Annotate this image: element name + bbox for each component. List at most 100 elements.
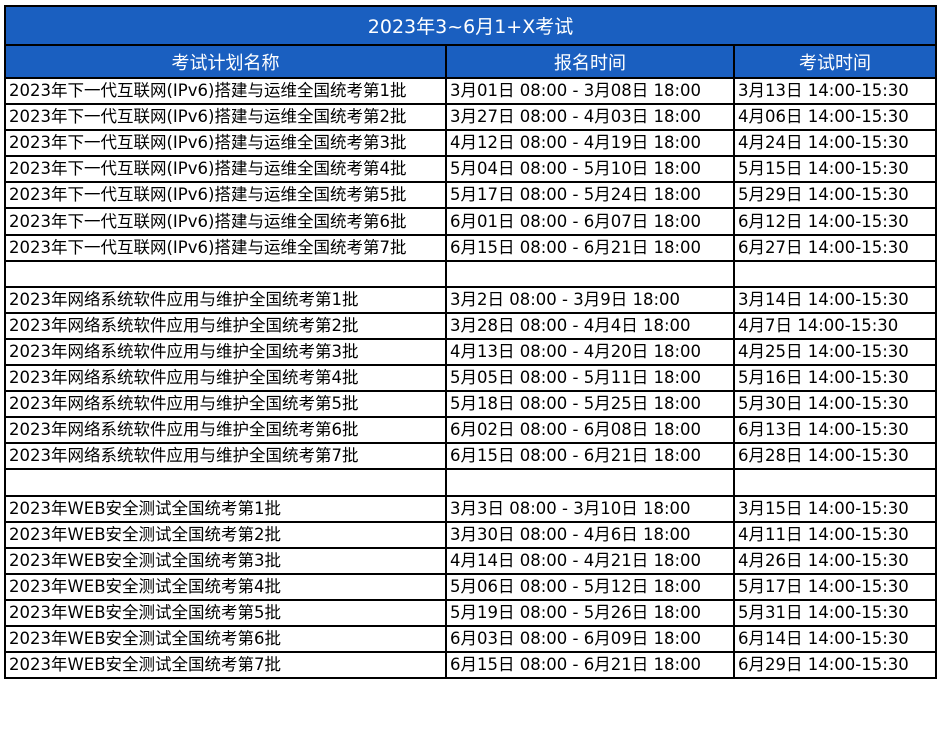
table-row: 2023年网络系统软件应用与维护全国统考第1批 3月2日 08:00 - 3月9日…	[4, 285, 938, 314]
table-row: 2023年WEB安全测试全国统考第4批 5月06日 08:00 - 5月12日 1…	[4, 572, 938, 601]
cell-registration-time: 3月30日 08:00 - 4月6日 18:00	[445, 520, 735, 549]
header-exam-time: 考试时间	[732, 44, 938, 79]
cell-plan-name: 2023年下一代互联网(IPv6)搭建与运维全国统考第7批	[4, 233, 447, 262]
cell-exam-time: 4月24日 14:00-15:30	[732, 129, 938, 158]
table-row: 2023年下一代互联网(IPv6)搭建与运维全国统考第7批 6月15日 08:00…	[4, 233, 938, 262]
table-body: 2023年下一代互联网(IPv6)搭建与运维全国统考第1批 3月01日 08:00…	[4, 76, 938, 680]
table-row: 2023年网络系统软件应用与维护全国统考第7批 6月15日 08:00 - 6月2…	[4, 442, 938, 471]
cell-plan-name: 2023年网络系统软件应用与维护全国统考第7批	[4, 442, 447, 471]
cell-plan-name: 2023年下一代互联网(IPv6)搭建与运维全国统考第6批	[4, 207, 447, 236]
table-title: 2023年3~6月1+X考试	[3, 5, 938, 46]
table-row: 2023年WEB安全测试全国统考第7批 6月15日 08:00 - 6月21日 1…	[4, 651, 938, 680]
cell-plan-name: 2023年下一代互联网(IPv6)搭建与运维全国统考第3批	[4, 129, 447, 158]
cell-exam-time: 6月27日 14:00-15:30	[732, 233, 938, 262]
cell-registration-time: 6月15日 08:00 - 6月21日 18:00	[445, 651, 735, 680]
cell-registration-time: 6月01日 08:00 - 6月07日 18:00	[445, 207, 735, 236]
cell-plan-name: 2023年网络系统软件应用与维护全国统考第3批	[4, 337, 447, 367]
cell-registration-time: 4月13日 08:00 - 4月20日 18:00	[445, 337, 735, 367]
cell-plan-name: 2023年WEB安全测试全国统考第1批	[4, 494, 447, 523]
cell-registration-time: 6月02日 08:00 - 6月08日 18:00	[445, 416, 735, 445]
table-row: 2023年WEB安全测试全国统考第6批 6月03日 08:00 - 6月09日 1…	[4, 624, 938, 654]
table-row: 2023年网络系统软件应用与维护全国统考第6批 6月02日 08:00 - 6月0…	[4, 416, 938, 445]
cell-plan-name: 2023年WEB安全测试全国统考第6批	[4, 624, 447, 654]
cell-exam-time: 6月12日 14:00-15:30	[732, 207, 938, 236]
cell-registration-time: 3月3日 08:00 - 3月10日 18:00	[445, 494, 735, 523]
cell-exam-time: 3月15日 14:00-15:30	[732, 494, 938, 523]
cell-registration-time: 3月01日 08:00 - 3月08日 18:00	[445, 76, 735, 106]
cell-exam-time: 3月14日 14:00-15:30	[732, 285, 938, 314]
cell-registration-time: 6月15日 08:00 - 6月21日 18:00	[445, 233, 735, 262]
cell-plan-name: 2023年网络系统软件应用与维护全国统考第2批	[4, 311, 447, 340]
table-row: 2023年下一代互联网(IPv6)搭建与运维全国统考第1批 3月01日 08:00…	[4, 76, 938, 106]
table-row: 2023年网络系统软件应用与维护全国统考第2批 3月28日 08:00 - 4月4…	[4, 311, 938, 340]
cell-registration-time: 6月03日 08:00 - 6月09日 18:00	[445, 624, 735, 654]
cell-registration-time: 5月18日 08:00 - 5月25日 18:00	[445, 390, 735, 419]
cell-plan-name: 2023年网络系统软件应用与维护全国统考第5批	[4, 390, 447, 419]
cell-plan-name: 2023年网络系统软件应用与维护全国统考第4批	[4, 364, 447, 393]
cell-registration-time: 3月28日 08:00 - 4月4日 18:00	[445, 311, 735, 340]
table-row: 2023年下一代互联网(IPv6)搭建与运维全国统考第5批 5月17日 08:00…	[4, 181, 938, 210]
spacer-row	[4, 468, 938, 497]
cell-exam-time: 5月15日 14:00-15:30	[732, 155, 938, 184]
cell-plan-name: 2023年下一代互联网(IPv6)搭建与运维全国统考第4批	[4, 155, 447, 184]
cell-registration-time: 5月05日 08:00 - 5月11日 18:00	[445, 364, 735, 393]
cell-registration-time: 6月15日 08:00 - 6月21日 18:00	[445, 442, 735, 471]
cell-exam-time: 6月28日 14:00-15:30	[732, 442, 938, 471]
cell-plan-name: 2023年WEB安全测试全国统考第3批	[4, 546, 447, 575]
table-row: 2023年下一代互联网(IPv6)搭建与运维全国统考第4批 5月04日 08:00…	[4, 155, 938, 184]
table-row: 2023年WEB安全测试全国统考第3批 4月14日 08:00 - 4月21日 1…	[4, 546, 938, 575]
table-row: 2023年网络系统软件应用与维护全国统考第3批 4月13日 08:00 - 4月2…	[4, 337, 938, 367]
cell-exam-time: 5月30日 14:00-15:30	[732, 390, 938, 419]
cell-plan-name: 2023年WEB安全测试全国统考第2批	[4, 520, 447, 549]
cell-plan-name: 2023年下一代互联网(IPv6)搭建与运维全国统考第2批	[4, 103, 447, 132]
cell-exam-time: 6月13日 14:00-15:30	[732, 416, 938, 445]
cell-plan-name	[4, 468, 447, 497]
table-row: 2023年WEB安全测试全国统考第2批 3月30日 08:00 - 4月6日 18…	[4, 520, 938, 549]
cell-plan-name	[4, 259, 447, 288]
cell-plan-name: 2023年WEB安全测试全国统考第5批	[4, 598, 447, 627]
table-row: 2023年下一代互联网(IPv6)搭建与运维全国统考第2批 3月27日 08:00…	[4, 103, 938, 132]
table-row: 2023年网络系统软件应用与维护全国统考第4批 5月05日 08:00 - 5月1…	[4, 364, 938, 393]
cell-registration-time: 5月17日 08:00 - 5月24日 18:00	[445, 181, 735, 210]
cell-exam-time: 5月17日 14:00-15:30	[732, 572, 938, 601]
table-row: 2023年WEB安全测试全国统考第5批 5月19日 08:00 - 5月26日 1…	[4, 598, 938, 627]
header-registration-time: 报名时间	[445, 44, 735, 79]
cell-registration-time: 5月19日 08:00 - 5月26日 18:00	[445, 598, 735, 627]
cell-registration-time	[445, 468, 735, 497]
cell-exam-time: 4月11日 14:00-15:30	[732, 520, 938, 549]
cell-exam-time: 5月31日 14:00-15:30	[732, 598, 938, 627]
table-row: 2023年WEB安全测试全国统考第1批 3月3日 08:00 - 3月10日 18…	[4, 494, 938, 523]
header-plan-name: 考试计划名称	[4, 44, 447, 79]
cell-exam-time: 4月06日 14:00-15:30	[732, 103, 938, 132]
cell-exam-time: 4月26日 14:00-15:30	[732, 546, 938, 575]
spacer-row	[4, 259, 938, 288]
cell-exam-time: 6月14日 14:00-15:30	[732, 624, 938, 654]
cell-plan-name: 2023年WEB安全测试全国统考第7批	[4, 651, 447, 680]
cell-exam-time: 5月29日 14:00-15:30	[732, 181, 938, 210]
cell-exam-time: 3月13日 14:00-15:30	[732, 76, 938, 106]
cell-registration-time	[445, 259, 735, 288]
cell-registration-time: 4月14日 08:00 - 4月21日 18:00	[445, 546, 735, 575]
cell-exam-time	[732, 468, 938, 497]
cell-plan-name: 2023年下一代互联网(IPv6)搭建与运维全国统考第1批	[4, 76, 447, 106]
table-row: 2023年网络系统软件应用与维护全国统考第5批 5月18日 08:00 - 5月2…	[4, 390, 938, 419]
title-row: 2023年3~6月1+X考试	[3, 5, 938, 46]
cell-exam-time: 6月29日 14:00-15:30	[732, 651, 938, 680]
cell-registration-time: 5月04日 08:00 - 5月10日 18:00	[445, 155, 735, 184]
header-row: 考试计划名称 报名时间 考试时间	[4, 44, 938, 79]
cell-plan-name: 2023年下一代互联网(IPv6)搭建与运维全国统考第5批	[4, 181, 447, 210]
cell-plan-name: 2023年网络系统软件应用与维护全国统考第6批	[4, 416, 447, 445]
cell-exam-time: 4月25日 14:00-15:30	[732, 337, 938, 367]
table-row: 2023年下一代互联网(IPv6)搭建与运维全国统考第6批 6月01日 08:00…	[4, 207, 938, 236]
cell-registration-time: 3月27日 08:00 - 4月03日 18:00	[445, 103, 735, 132]
cell-plan-name: 2023年网络系统软件应用与维护全国统考第1批	[4, 285, 447, 314]
exam-schedule-table: 2023年3~6月1+X考试 考试计划名称 报名时间 考试时间 2023年下一代…	[3, 5, 938, 680]
cell-exam-time: 5月16日 14:00-15:30	[732, 364, 938, 393]
cell-exam-time: 4月7日 14:00-15:30	[732, 311, 938, 340]
cell-exam-time	[732, 259, 938, 288]
table-row: 2023年下一代互联网(IPv6)搭建与运维全国统考第3批 4月12日 08:00…	[4, 129, 938, 158]
cell-registration-time: 4月12日 08:00 - 4月19日 18:00	[445, 129, 735, 158]
cell-plan-name: 2023年WEB安全测试全国统考第4批	[4, 572, 447, 601]
cell-registration-time: 3月2日 08:00 - 3月9日 18:00	[445, 285, 735, 314]
cell-registration-time: 5月06日 08:00 - 5月12日 18:00	[445, 572, 735, 601]
